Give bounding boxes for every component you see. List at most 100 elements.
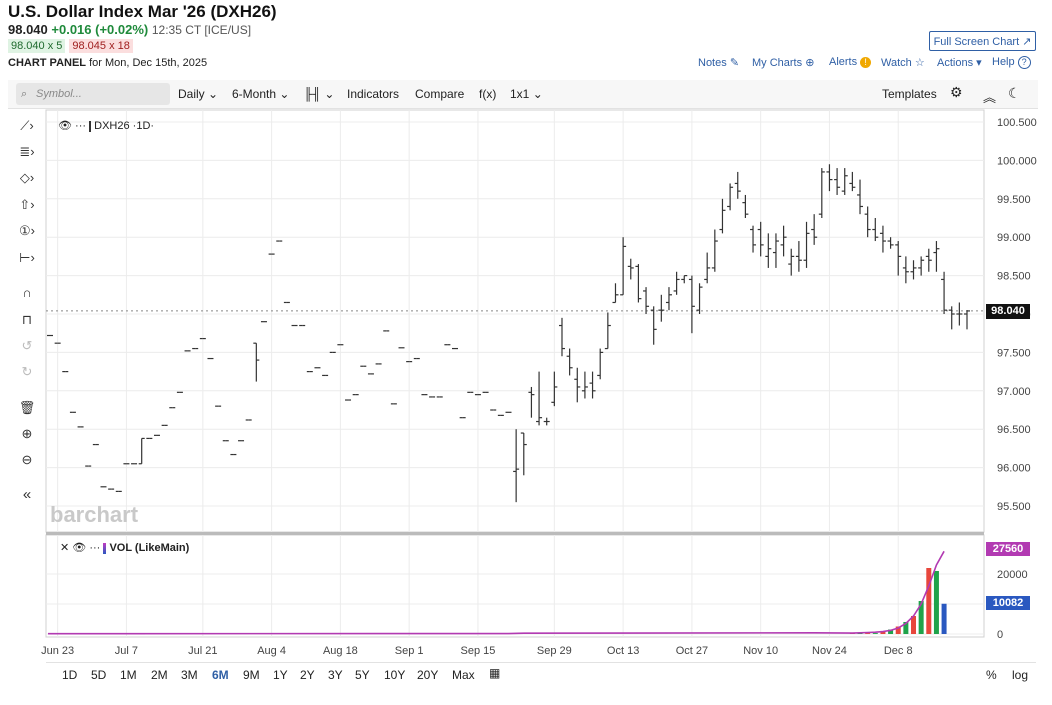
- last-price: 98.040: [8, 22, 48, 37]
- range-button-max[interactable]: Max: [452, 668, 475, 682]
- y-tick-label: 99.500: [997, 194, 1031, 206]
- caret-down-icon: ▾: [976, 57, 982, 69]
- price-change: +0.016 (+0.02%): [51, 22, 149, 37]
- ohlc-bar: [826, 164, 833, 192]
- measure-tool-icon[interactable]: ⊢›: [19, 250, 35, 265]
- zoom-in-icon[interactable]: ⊕: [21, 426, 33, 441]
- templates-button[interactable]: Templates: [882, 87, 937, 101]
- price-line: 98.040 +0.016 (+0.02%) 12:35 CT [ICE/US]: [8, 22, 251, 37]
- range-button-3y[interactable]: 3Y: [328, 668, 343, 682]
- range-button-2y[interactable]: 2Y: [300, 668, 315, 682]
- watermark-logo: barchart: [50, 502, 139, 527]
- y-tick-label: 96.500: [997, 424, 1031, 436]
- indicators-button[interactable]: Indicators: [347, 87, 400, 101]
- zoom-out-icon[interactable]: ⊖: [21, 452, 33, 467]
- ohlc-bar: [941, 271, 948, 314]
- collapse-sidebar-icon[interactable]: «: [22, 486, 32, 503]
- ohlc-bar: [520, 432, 527, 476]
- eye-icon[interactable]: 👁: [58, 120, 72, 132]
- ohlc-bar: [757, 221, 764, 257]
- ohlc-bar: [688, 275, 695, 334]
- ohlc-bar: [138, 437, 145, 465]
- ohlc-bar: [665, 287, 672, 311]
- range-button-5y[interactable]: 5Y: [355, 668, 370, 682]
- arrow-tool-icon[interactable]: ⇧›: [19, 197, 35, 212]
- compare-button[interactable]: Compare: [415, 87, 465, 101]
- full-screen-label: Full Screen Chart: [933, 36, 1020, 48]
- notes-label: Notes: [698, 57, 727, 69]
- full-screen-button[interactable]: Full Screen Chart ↗: [929, 31, 1036, 51]
- edit-icon: ✎: [729, 57, 740, 69]
- ohlc-bar: [589, 371, 596, 399]
- panel-date: for Mon, Dec 15th, 2025: [89, 57, 208, 69]
- ohlc-bar: [780, 225, 787, 257]
- trendline-tool-icon[interactable]: ⟋›: [20, 118, 34, 133]
- volume-legend-label: VOL (LikeMain): [109, 542, 190, 554]
- range-button-3m[interactable]: 3M: [181, 668, 198, 682]
- more-icon[interactable]: ···: [89, 542, 101, 554]
- ohlc-bar: [795, 241, 802, 272]
- volume-last-tag: 10082: [986, 596, 1030, 610]
- annotation-tool-icon[interactable]: ①›: [19, 223, 35, 238]
- help-button[interactable]: Help ?: [992, 56, 1031, 69]
- eye-icon[interactable]: 👁: [72, 542, 87, 554]
- range-button-2m[interactable]: 2M: [151, 668, 168, 682]
- ohlc-bar: [528, 386, 535, 418]
- range-button-6m[interactable]: 6M: [212, 668, 229, 682]
- layout-dropdown[interactable]: 1x1 ⌄: [510, 87, 543, 101]
- lock-icon[interactable]: ⊓: [21, 312, 33, 327]
- watch-button[interactable]: Watch ☆: [881, 56, 925, 69]
- range-button-10y[interactable]: 10Y: [384, 668, 406, 682]
- fx-button[interactable]: f(x): [479, 87, 497, 101]
- ohlc-bar: [727, 183, 734, 211]
- range-button-1d[interactable]: 1D: [62, 668, 78, 682]
- symbol-search-input[interactable]: ⌕ Symbol...: [16, 83, 170, 105]
- more-icon[interactable]: ···: [75, 120, 87, 132]
- ohlc-bar: [673, 271, 680, 295]
- calendar-icon[interactable]: ▦: [489, 666, 501, 680]
- alerts-button[interactable]: Alerts !: [829, 56, 872, 68]
- ohlc-bar: [681, 275, 688, 284]
- x-tick-label: Aug 18: [323, 645, 358, 657]
- bid-badge: 98.040 x 5: [8, 39, 66, 53]
- collapse-icon[interactable]: ︽: [983, 90, 997, 105]
- y-tick-label: 100.000: [997, 155, 1037, 167]
- period-dropdown[interactable]: 6-Month ⌄: [232, 87, 289, 101]
- ohlc-bar: [895, 241, 902, 276]
- log-scale-button[interactable]: log: [1012, 668, 1029, 682]
- volume-bar: [933, 571, 939, 634]
- percent-scale-button[interactable]: %: [986, 668, 997, 682]
- bar-type-dropdown[interactable]: ╟╢ ⌄: [304, 87, 334, 101]
- range-button-1m[interactable]: 1M: [120, 668, 137, 682]
- ohlc-bar: [857, 179, 864, 215]
- actions-menu[interactable]: Actions ▾: [937, 56, 982, 69]
- dark-mode-icon[interactable]: ☾: [1008, 85, 1021, 101]
- my-charts-button[interactable]: My Charts ⊕: [752, 56, 814, 69]
- range-button-5d[interactable]: 5D: [91, 668, 107, 682]
- range-button-1y[interactable]: 1Y: [273, 668, 288, 682]
- range-button-20y[interactable]: 20Y: [417, 668, 439, 682]
- notes-button[interactable]: Notes ✎: [698, 56, 739, 69]
- ohlc-bar: [887, 237, 894, 249]
- volume-bar: [895, 626, 901, 634]
- ohlc-bar: [872, 218, 879, 242]
- period-label: 6-Month: [232, 87, 277, 101]
- trash-icon[interactable]: 🗑: [18, 400, 36, 415]
- volume-tick-label: 0: [997, 629, 1003, 641]
- redo-icon[interactable]: ↻: [21, 364, 33, 379]
- volume-bar: [911, 616, 917, 634]
- magnet-icon[interactable]: ∩: [22, 285, 32, 300]
- ohlc-bar: [902, 256, 909, 284]
- x-tick-label: Aug 4: [257, 645, 286, 657]
- gear-icon[interactable]: ⚙: [950, 84, 963, 100]
- close-icon[interactable]: ✕: [60, 542, 70, 554]
- undo-icon[interactable]: ↺: [21, 338, 33, 353]
- fibonacci-tool-icon[interactable]: ≣›: [19, 144, 35, 159]
- interval-dropdown[interactable]: Daily ⌄: [178, 87, 218, 101]
- ohlc-bar: [543, 417, 550, 426]
- range-button-9m[interactable]: 9M: [243, 668, 260, 682]
- ohlc-bar: [811, 214, 818, 245]
- ohlc-bar: [956, 302, 963, 326]
- shape-tool-icon[interactable]: ◇›: [19, 170, 35, 185]
